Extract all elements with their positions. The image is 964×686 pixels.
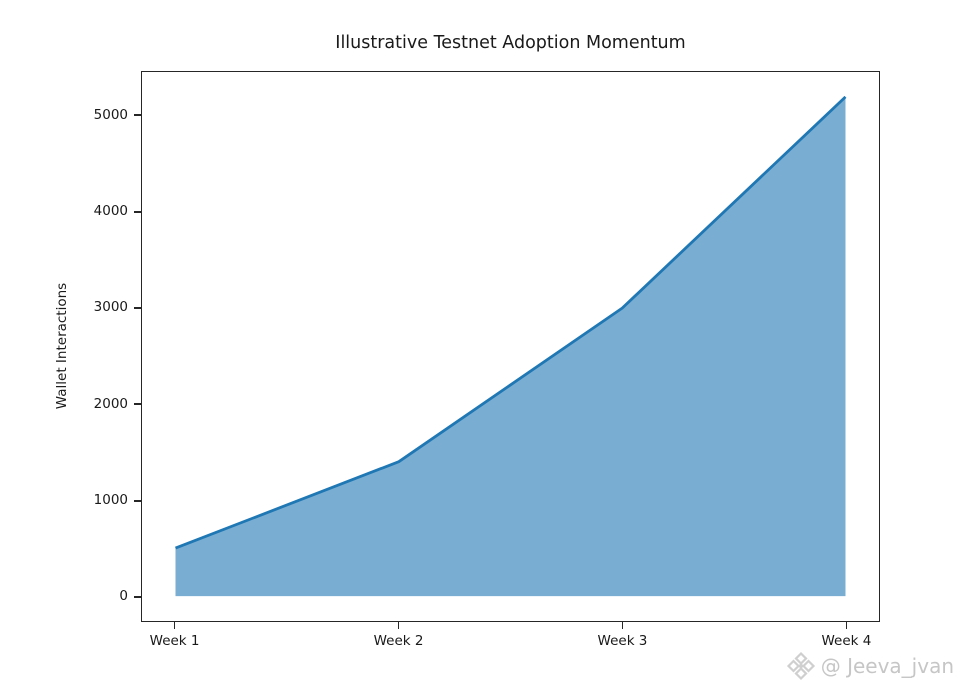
y-tick-mark xyxy=(134,596,141,598)
x-tick-mark xyxy=(845,622,848,629)
area-chart-svg xyxy=(175,95,847,597)
watermark: @ Jeeva_jvan xyxy=(786,651,954,681)
y-tick-mark xyxy=(134,114,141,117)
watermark-text: @ Jeeva_jvan xyxy=(820,654,954,678)
y-tick-label: 4000 xyxy=(93,203,128,220)
y-tick-mark xyxy=(134,403,141,406)
y-tick-mark xyxy=(134,499,141,502)
x-tick-label: Week 2 xyxy=(373,633,424,649)
x-tick-mark xyxy=(173,622,176,629)
chart-title: Illustrative Testnet Adoption Momentum xyxy=(335,33,686,53)
y-tick-label: 2000 xyxy=(93,395,128,412)
trend-line xyxy=(175,95,847,550)
y-tick-label: 0 xyxy=(119,588,128,605)
area-fill xyxy=(175,96,846,597)
diamond-logo-icon xyxy=(786,651,815,681)
x-tick-label: Week 3 xyxy=(597,633,648,649)
x-tick-label: Week 4 xyxy=(821,633,872,649)
y-tick-label: 3000 xyxy=(93,299,128,316)
x-tick-label: Week 1 xyxy=(149,633,200,649)
plot-area xyxy=(141,71,880,622)
y-tick-mark xyxy=(134,210,141,213)
y-tick-label: 1000 xyxy=(93,492,128,509)
x-tick-mark xyxy=(397,622,400,629)
y-tick-label: 5000 xyxy=(93,106,128,123)
y-tick-mark xyxy=(134,307,141,309)
x-tick-mark xyxy=(621,622,624,629)
